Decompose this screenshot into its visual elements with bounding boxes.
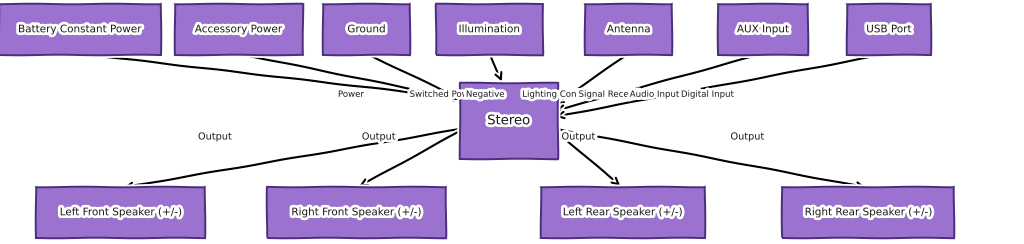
Text: Stereo: Stereo <box>487 114 530 127</box>
Text: Right Front Speaker (+/-): Right Front Speaker (+/-) <box>292 207 421 217</box>
Text: Output: Output <box>730 132 765 142</box>
Text: Battery Constant Power: Battery Constant Power <box>18 24 141 34</box>
Text: Left Front Speaker (+/-): Left Front Speaker (+/-) <box>59 207 182 217</box>
Text: Left Rear Speaker (+/-): Left Rear Speaker (+/-) <box>563 207 682 217</box>
Text: Switched Power: Switched Power <box>410 90 478 99</box>
FancyBboxPatch shape <box>461 83 557 159</box>
FancyBboxPatch shape <box>782 187 954 238</box>
Text: Antenna: Antenna <box>607 24 650 34</box>
FancyBboxPatch shape <box>266 187 446 238</box>
Text: Power: Power <box>338 90 364 99</box>
Text: Right Rear Speaker (+/-): Right Rear Speaker (+/-) <box>805 207 932 217</box>
FancyBboxPatch shape <box>847 4 931 55</box>
Text: Signal Reception: Signal Reception <box>579 90 651 99</box>
FancyBboxPatch shape <box>324 4 410 55</box>
Text: Audio Input: Audio Input <box>630 90 679 99</box>
Text: USB Port: USB Port <box>866 24 911 34</box>
FancyBboxPatch shape <box>718 4 808 55</box>
FancyBboxPatch shape <box>436 4 543 55</box>
FancyBboxPatch shape <box>37 187 205 238</box>
FancyBboxPatch shape <box>174 4 303 55</box>
FancyBboxPatch shape <box>586 4 672 55</box>
Text: AUX Input: AUX Input <box>737 24 788 34</box>
FancyBboxPatch shape <box>0 4 161 55</box>
Text: Digital Input: Digital Input <box>681 90 734 99</box>
Text: Ground: Ground <box>347 24 386 34</box>
Text: Illumination: Illumination <box>459 24 520 34</box>
Text: Output: Output <box>198 132 232 142</box>
FancyBboxPatch shape <box>541 187 705 238</box>
Text: Output: Output <box>561 132 596 142</box>
Text: Accessory Power: Accessory Power <box>195 24 283 34</box>
Text: Output: Output <box>361 132 396 142</box>
Text: Lighting Control: Lighting Control <box>522 90 591 99</box>
Text: Negative: Negative <box>466 90 505 99</box>
